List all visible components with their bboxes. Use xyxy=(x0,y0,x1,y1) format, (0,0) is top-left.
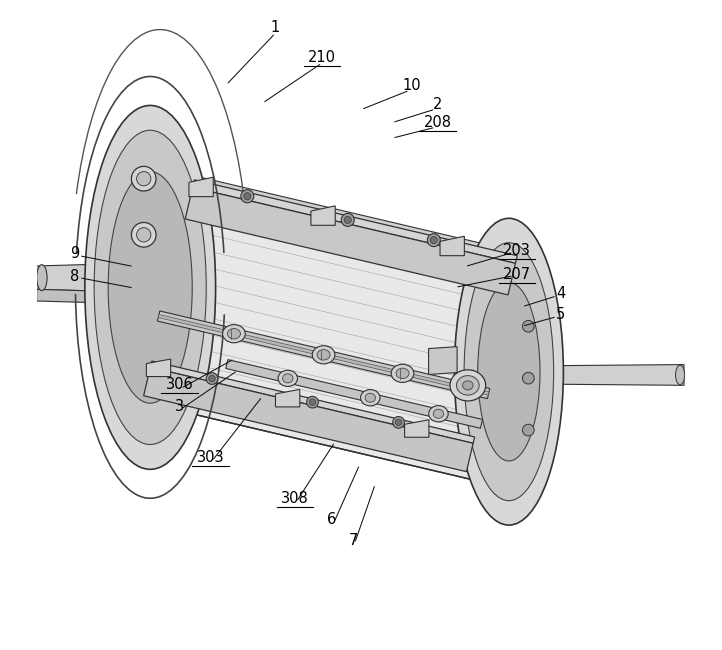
Text: 3: 3 xyxy=(175,398,184,413)
Polygon shape xyxy=(37,289,127,304)
Ellipse shape xyxy=(131,222,156,247)
Ellipse shape xyxy=(463,381,473,390)
Ellipse shape xyxy=(523,320,534,332)
Text: 210: 210 xyxy=(308,50,336,65)
Polygon shape xyxy=(186,187,516,295)
Text: 207: 207 xyxy=(503,267,531,282)
Ellipse shape xyxy=(136,227,151,242)
Polygon shape xyxy=(158,315,489,395)
Ellipse shape xyxy=(427,233,440,246)
Ellipse shape xyxy=(307,396,318,408)
Text: 8: 8 xyxy=(70,269,79,284)
Ellipse shape xyxy=(309,399,316,406)
Polygon shape xyxy=(124,177,535,482)
Ellipse shape xyxy=(94,130,206,445)
Text: 203: 203 xyxy=(503,243,531,258)
Ellipse shape xyxy=(206,372,218,384)
Ellipse shape xyxy=(312,346,335,364)
Polygon shape xyxy=(147,359,170,376)
Polygon shape xyxy=(226,359,482,428)
Ellipse shape xyxy=(433,410,443,419)
Ellipse shape xyxy=(464,242,554,500)
Text: 6: 6 xyxy=(327,512,336,527)
Ellipse shape xyxy=(222,324,245,343)
Ellipse shape xyxy=(396,368,409,378)
Polygon shape xyxy=(176,172,536,261)
Text: 303: 303 xyxy=(196,450,225,465)
Ellipse shape xyxy=(131,166,156,191)
Text: 308: 308 xyxy=(281,491,309,506)
Ellipse shape xyxy=(227,328,240,339)
Text: 4: 4 xyxy=(556,287,565,302)
Ellipse shape xyxy=(317,350,330,360)
Ellipse shape xyxy=(342,213,355,226)
Ellipse shape xyxy=(84,105,216,469)
Polygon shape xyxy=(276,389,300,407)
Polygon shape xyxy=(311,206,335,226)
Ellipse shape xyxy=(523,424,534,436)
Ellipse shape xyxy=(523,372,534,384)
Ellipse shape xyxy=(393,417,404,428)
Ellipse shape xyxy=(450,370,486,401)
Ellipse shape xyxy=(396,419,402,426)
Text: 2: 2 xyxy=(433,97,442,112)
Ellipse shape xyxy=(676,365,684,385)
Polygon shape xyxy=(429,346,457,374)
Text: 306: 306 xyxy=(165,377,193,392)
Ellipse shape xyxy=(108,172,192,403)
Ellipse shape xyxy=(344,216,352,224)
Ellipse shape xyxy=(360,389,380,406)
Polygon shape xyxy=(532,365,684,385)
Text: 1: 1 xyxy=(271,20,280,36)
Polygon shape xyxy=(189,177,213,197)
Ellipse shape xyxy=(37,265,47,291)
Ellipse shape xyxy=(391,364,414,382)
Polygon shape xyxy=(440,236,464,255)
Text: 208: 208 xyxy=(424,115,451,130)
Ellipse shape xyxy=(454,218,563,525)
Ellipse shape xyxy=(365,393,375,402)
Ellipse shape xyxy=(282,374,293,383)
Text: 10: 10 xyxy=(402,77,421,92)
Text: 7: 7 xyxy=(349,533,358,548)
Polygon shape xyxy=(37,263,127,292)
Ellipse shape xyxy=(244,192,251,200)
Ellipse shape xyxy=(478,283,540,461)
Ellipse shape xyxy=(136,172,151,186)
Ellipse shape xyxy=(430,237,438,244)
Text: 9: 9 xyxy=(70,246,79,261)
Polygon shape xyxy=(157,311,490,398)
Ellipse shape xyxy=(209,375,215,382)
Ellipse shape xyxy=(278,370,297,387)
Ellipse shape xyxy=(456,376,479,395)
Text: 5: 5 xyxy=(556,307,565,322)
Ellipse shape xyxy=(241,190,254,203)
Polygon shape xyxy=(144,367,473,472)
Polygon shape xyxy=(150,361,474,443)
Polygon shape xyxy=(193,180,517,263)
Polygon shape xyxy=(404,420,429,437)
Ellipse shape xyxy=(429,406,448,422)
